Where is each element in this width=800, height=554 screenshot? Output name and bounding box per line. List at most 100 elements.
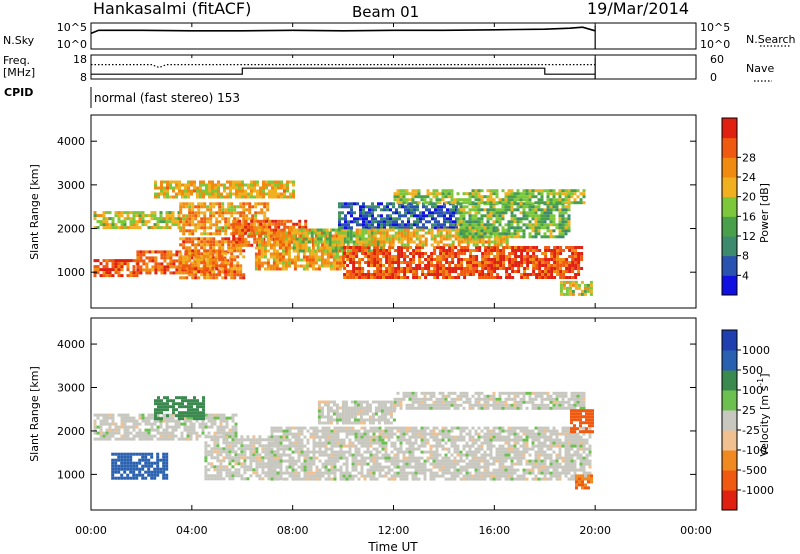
- power-cell-13: [211, 195, 214, 199]
- power-cell-8: [365, 223, 368, 227]
- power-cell-4: [248, 211, 252, 215]
- velocity-cell-1: [141, 467, 145, 471]
- velocity-cell-4: [360, 465, 364, 469]
- power-cell-8: [392, 223, 395, 227]
- power-cell-8: [356, 223, 359, 227]
- power-cell-11: [546, 211, 550, 215]
- power-cell-2: [212, 273, 216, 277]
- power-cell-3: [171, 220, 175, 224]
- power-cell-4: [236, 220, 240, 224]
- power-cell-11: [555, 205, 559, 209]
- power-cell-8: [365, 211, 368, 215]
- velocity-cell-0: [183, 419, 187, 423]
- velocity-cell-4: [354, 444, 358, 448]
- power-cell-8: [410, 223, 413, 227]
- power-cell-6: [341, 264, 345, 268]
- power-cell-13: [160, 183, 163, 187]
- power-cell-6: [284, 252, 288, 256]
- power-cell-10: [382, 237, 386, 241]
- power-cell-6: [341, 258, 345, 262]
- power-cell-13: [262, 186, 265, 190]
- velocity-cell-0: [102, 422, 106, 426]
- power-cell-10: [412, 240, 416, 244]
- velocity-cell-3: [234, 474, 238, 478]
- power-cell-10: [394, 231, 398, 235]
- power-cell-8: [434, 223, 437, 227]
- velocity-cell-0: [228, 416, 232, 420]
- power-cell-6: [260, 228, 264, 232]
- power-cell-9: [370, 258, 374, 261]
- power-cell-6: [269, 234, 273, 238]
- power-cell-4: [230, 232, 234, 236]
- power-cell-2: [230, 267, 234, 271]
- power-cell-0: [120, 265, 124, 269]
- power-cell-11: [510, 214, 514, 218]
- power-cell-9: [343, 246, 347, 249]
- power-cell-9: [532, 249, 536, 252]
- power-cell-7: [367, 228, 371, 232]
- power-cell-5: [232, 240, 236, 244]
- power-cell-12: [417, 195, 421, 199]
- power-cell-8: [359, 205, 362, 209]
- power-cell-4: [194, 214, 198, 218]
- power-cell-13: [166, 186, 169, 190]
- velocity-cell-4: [333, 450, 337, 454]
- velocity-cell-2: [181, 396, 184, 400]
- power-cell-9: [349, 246, 353, 249]
- power-cell-3: [132, 217, 136, 221]
- power-cell-13: [211, 183, 214, 187]
- power-cell-9: [478, 261, 482, 264]
- power-cell-4: [224, 226, 228, 230]
- power-cell-9: [451, 255, 455, 258]
- velocity-cell-4: [336, 450, 340, 454]
- velocity-cell-3: [204, 456, 208, 460]
- power-cell-9: [364, 261, 368, 264]
- velocity-cell-0: [150, 434, 154, 438]
- velocity-cell-1: [147, 464, 151, 468]
- velocity-cell-0: [162, 434, 166, 438]
- power-cell-8: [413, 211, 416, 215]
- power-cell-9: [406, 267, 410, 270]
- power-cell-8: [371, 223, 374, 227]
- velocity-cell-0: [138, 431, 142, 435]
- velocity-cell-1: [126, 458, 130, 462]
- power-cell-2: [191, 237, 195, 241]
- power-cell-5: [232, 219, 236, 223]
- power-cell-14: [583, 286, 587, 290]
- power-cell-11: [528, 208, 532, 212]
- power-cell-11: [462, 235, 466, 239]
- power-cell-11: [543, 214, 547, 218]
- power-cell-4: [260, 202, 264, 206]
- velocity-cell-1: [111, 473, 115, 477]
- power-cell-9: [466, 261, 470, 264]
- power-cell-6: [311, 246, 315, 250]
- power-cell-12: [504, 201, 508, 205]
- power-cell-5: [256, 237, 260, 241]
- power-cell-11: [546, 217, 550, 221]
- power-cell-11: [459, 208, 463, 212]
- power-cell-3: [138, 226, 142, 230]
- power-cell-9: [460, 264, 464, 267]
- velocity-cell-4: [342, 426, 346, 430]
- velocity-cell-0: [219, 428, 223, 432]
- power-cell-8: [422, 205, 425, 209]
- velocity-cell-4: [363, 438, 367, 442]
- velocity-cell-4: [270, 456, 274, 460]
- power-cell-6: [272, 240, 276, 244]
- power-cell-12: [474, 192, 478, 196]
- power-cell-1: [169, 265, 173, 269]
- power-cell-6: [302, 267, 306, 271]
- power-cell-8: [437, 205, 440, 209]
- power-cell-6: [335, 258, 339, 262]
- power-cell-12: [528, 192, 532, 196]
- power-cell-11: [561, 223, 565, 227]
- power-cell-11: [525, 205, 529, 209]
- power-cell-11: [510, 235, 514, 239]
- velocity-cell-3: [246, 456, 250, 460]
- power-cell-11: [549, 223, 553, 227]
- power-cell-12: [552, 192, 556, 196]
- power-cell-10: [415, 234, 419, 238]
- power-cell-11: [501, 205, 505, 209]
- power-cell-5: [244, 219, 248, 223]
- power-cell-9: [382, 276, 386, 279]
